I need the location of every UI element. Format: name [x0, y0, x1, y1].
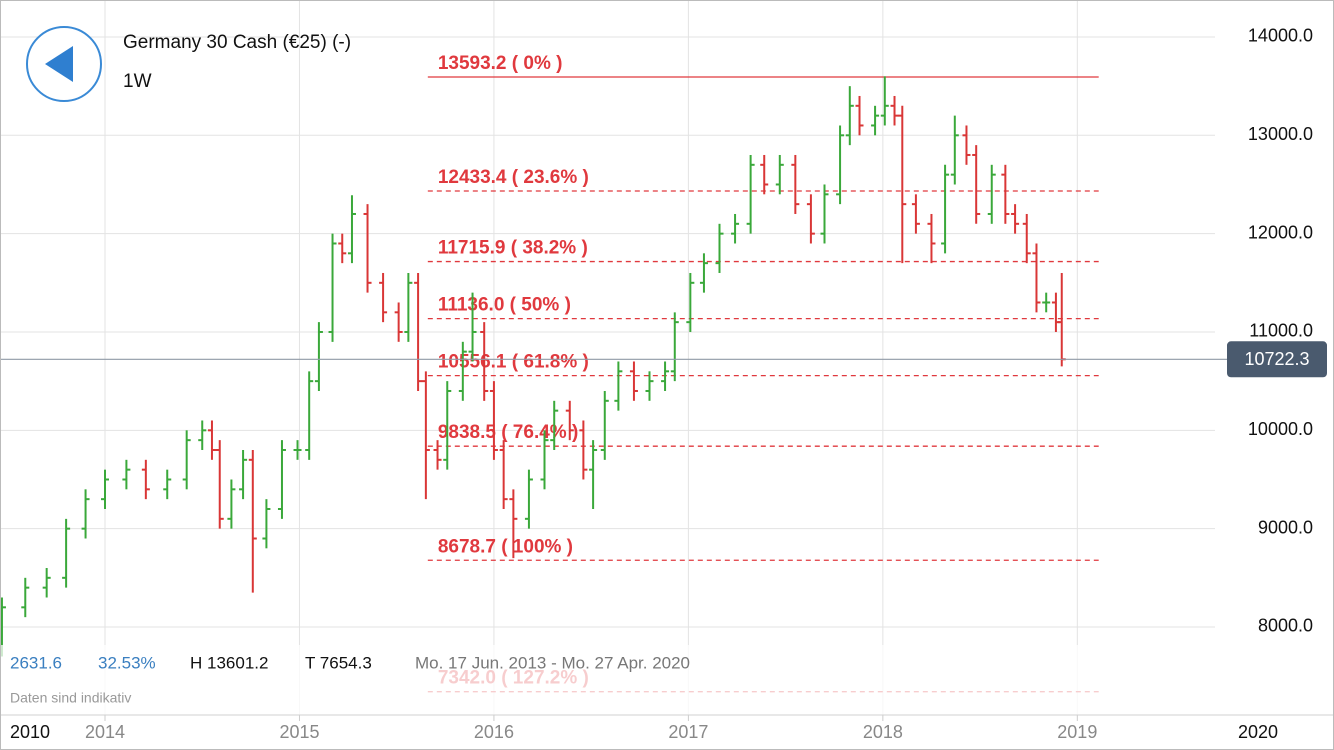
- current-price-box: [1227, 341, 1327, 378]
- chart-title: Germany 30 Cash (€25) (-): [123, 32, 351, 53]
- y-tick-label: 11000.0: [1249, 321, 1313, 341]
- high-stat: H 13601.2: [190, 653, 268, 672]
- fibonacci: 13593.2 ( 0% ) 12433.4 ( 23.6% ) 11715.9 (…: [427, 53, 1099, 693]
- x-tick-label: 2014: [85, 722, 125, 742]
- change: 2631.6: [10, 653, 62, 672]
- y-tick-label: 13000.0: [1248, 124, 1313, 144]
- y-tick-label: 9000.0: [1258, 517, 1313, 537]
- y-tick-label: 8000.0: [1258, 616, 1313, 636]
- fib-label: 9838.5 ( 76.4% ): [438, 422, 578, 443]
- back-arrow[interactable]: [45, 46, 73, 82]
- fib-label: 10556.1 ( 61.8% ): [438, 352, 589, 373]
- fib-label: 11136.0 ( 50% ): [438, 295, 571, 316]
- grid: [0, 0, 1215, 715]
- stats-backdrop: [0, 645, 1215, 715]
- fib-label: 12433.4 ( 23.6% ): [438, 167, 589, 188]
- fib-label: 11715.9 ( 38.2% ): [438, 238, 588, 259]
- current-price-label: 10722.3: [1244, 349, 1309, 369]
- x-tick-label: 2019: [1057, 722, 1097, 742]
- low-stat: T 7654.3: [305, 653, 372, 672]
- bars: [0, 76, 1066, 657]
- range-start-label: 2010: [10, 722, 50, 742]
- x-tick-label: 2016: [474, 722, 514, 742]
- y-tick-label: 14000.0: [1248, 26, 1313, 46]
- x-tick-label: 2018: [863, 722, 903, 742]
- x-tick-label: 2015: [279, 722, 319, 742]
- change-pct: 32.53%: [98, 653, 156, 672]
- note: Daten sind indikativ: [10, 690, 131, 706]
- y-tick-label: 12000.0: [1248, 222, 1313, 242]
- interval: 1W: [123, 71, 152, 92]
- x-tick-label: 2017: [668, 722, 708, 742]
- fib-label: 13593.2 ( 0% ): [438, 53, 563, 74]
- date-range: Mo. 17 Jun. 2013 - Mo. 27 Apr. 2020: [415, 653, 690, 672]
- range-end-label: 2020: [1238, 722, 1278, 742]
- overlay: 8000.0 9000.0 10000.0 11000.0 12000.0 13000.0…: [0, 26, 1327, 742]
- y-tick-label: 10000.0: [1248, 419, 1313, 439]
- fib-label: 8678.7 ( 100% ): [438, 536, 573, 557]
- back-button[interactable]: [26, 26, 102, 102]
